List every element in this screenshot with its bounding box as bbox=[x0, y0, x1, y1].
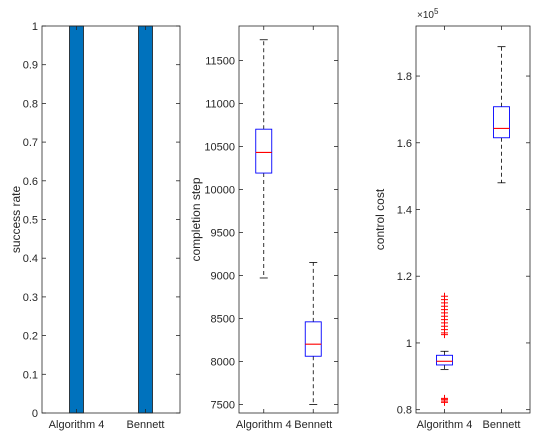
y-tick-label: 11000 bbox=[205, 98, 235, 110]
y-tick-label: 8000 bbox=[211, 356, 235, 368]
y-tick-label: 0.4 bbox=[23, 253, 38, 265]
x-tick-label: Bennett bbox=[483, 419, 521, 431]
y-tick-label: 0.6 bbox=[23, 176, 38, 188]
y-tick-label: 1.2 bbox=[397, 271, 412, 283]
y-tick-label: 1 bbox=[406, 338, 412, 350]
success-rate-chart: 0 0.1 0.2 0.3 0.4 0.5 0.6 0.7 0.8 0.9 1 Algorithm 4… bbox=[9, 21, 181, 431]
outlier-algorithm-4-16 bbox=[441, 292, 448, 300]
y-tick-label: 1.4 bbox=[397, 204, 412, 216]
x-tick-label: Algorithm 4 bbox=[417, 419, 473, 431]
y-axis-label: control cost bbox=[373, 188, 387, 250]
axis-exponent: ×105 bbox=[417, 7, 439, 21]
y-tick-label: 0.8 bbox=[397, 405, 412, 417]
x-tick-label: Bennett bbox=[127, 419, 165, 431]
y-tick-label: 10000 bbox=[204, 184, 235, 196]
axes-frame bbox=[41, 25, 181, 414]
completion-step-chart: 7500 8000 8500 9000 9500 10000 10500 11000 11500… bbox=[189, 25, 339, 431]
y-tick-label: 1.8 bbox=[397, 71, 412, 83]
axes-frame bbox=[415, 25, 531, 414]
y-tick-label: 9000 bbox=[211, 270, 235, 282]
y-tick-label: 9500 bbox=[211, 227, 235, 239]
y-axis-label: completion step bbox=[189, 177, 203, 261]
y-tick-label: 0.9 bbox=[23, 60, 38, 72]
box-algorithm-4 bbox=[436, 354, 453, 366]
bar-bennett bbox=[138, 25, 153, 414]
x-tick-label: Algorithm 4 bbox=[49, 419, 105, 431]
y-tick-label: 11500 bbox=[205, 55, 235, 67]
y-tick-label: 1 bbox=[32, 21, 38, 33]
box-bennett bbox=[493, 106, 510, 139]
y-tick-label: 8500 bbox=[211, 313, 235, 325]
x-tick-label: Bennett bbox=[294, 419, 332, 431]
box-algorithm-4 bbox=[255, 128, 273, 174]
y-tick-label: 0.3 bbox=[23, 292, 38, 304]
y-tick-label: 0.7 bbox=[23, 137, 38, 149]
x-tick-label: Algorithm 4 bbox=[236, 419, 292, 431]
box-bennett bbox=[304, 321, 322, 357]
bar-algorithm-4 bbox=[69, 25, 84, 414]
outlier-algorithm-4-3 bbox=[441, 394, 448, 402]
y-tick-label: 0.8 bbox=[23, 98, 38, 110]
y-tick-label: 0 bbox=[32, 408, 38, 420]
control-cost-chart: 0.8 1 1.2 1.4 1.6 1.8 Algorithm 4 Bennett contro… bbox=[373, 7, 531, 431]
axes-frame bbox=[238, 25, 339, 414]
y-tick-label: 0.5 bbox=[23, 215, 38, 227]
y-tick-label: 0.2 bbox=[23, 331, 38, 343]
y-tick-label: 0.1 bbox=[23, 369, 38, 381]
y-axis-label: success rate bbox=[9, 185, 23, 253]
y-tick-label: 7500 bbox=[211, 399, 235, 411]
y-tick-label: 1.6 bbox=[397, 138, 412, 150]
y-tick-label: 10500 bbox=[204, 141, 235, 153]
